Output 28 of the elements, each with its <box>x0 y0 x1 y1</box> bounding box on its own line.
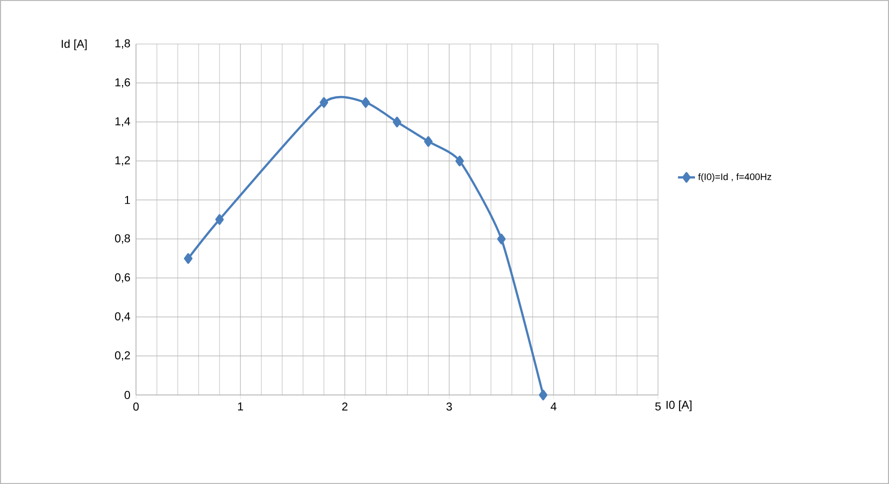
x-axis-title: I0 [A] <box>666 400 692 412</box>
point <box>538 390 548 400</box>
y-tick-label: 0,6 <box>115 273 130 283</box>
point <box>455 156 464 166</box>
x-tick-label: 3 <box>446 402 452 411</box>
y-tick-label: 1 <box>124 196 130 204</box>
y-tick-label: 1,8 <box>115 39 130 49</box>
point <box>215 214 224 225</box>
x-tick-label: 5 <box>655 402 661 410</box>
point <box>424 136 433 147</box>
x-tick-label: 1 <box>238 402 244 410</box>
y-tick-label: 0,4 <box>115 312 130 322</box>
y-tick-label: 1,4 <box>115 117 130 127</box>
y-tick-label: 1,6 <box>115 78 130 88</box>
y-tick-label: 0,8 <box>115 234 130 244</box>
x-tick-label: 2 <box>342 402 348 411</box>
y-tick-label: 0 <box>124 390 130 400</box>
y-axis-title: Id [A] <box>62 40 87 50</box>
y-tick-label: 1,2 <box>115 156 130 166</box>
point <box>184 253 192 264</box>
point <box>497 234 506 244</box>
point <box>320 97 328 108</box>
point <box>392 116 402 128</box>
x-tick-label: 0 <box>133 402 139 411</box>
x-tick-label: 4 <box>550 402 556 410</box>
y-tick-label: 0,2 <box>115 351 130 361</box>
legend-label: f(I0)=Id , f=400Hz <box>698 173 772 182</box>
point <box>361 97 370 108</box>
